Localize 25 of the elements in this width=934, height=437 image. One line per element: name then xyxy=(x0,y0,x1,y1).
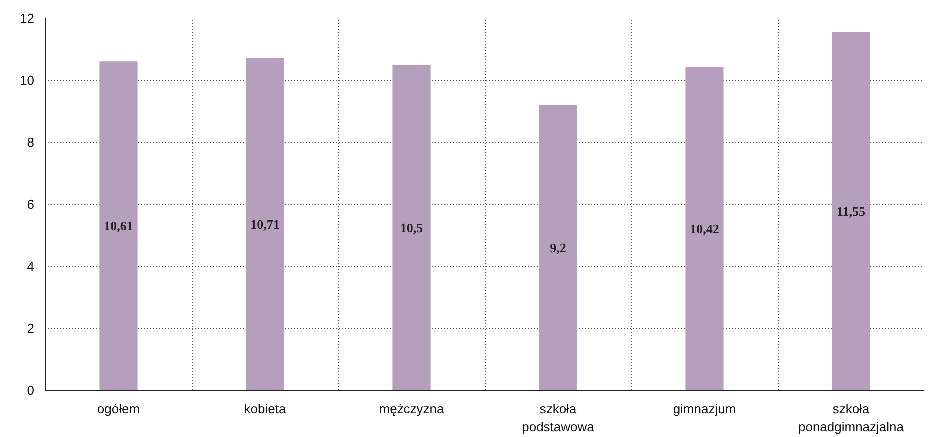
y-tick-label: 8 xyxy=(27,135,35,150)
x-tick-label: mężczyzna xyxy=(379,402,446,416)
data-label: 11,55 xyxy=(836,204,866,219)
y-tick-label: 2 xyxy=(27,321,35,336)
x-tick-label: ogółem xyxy=(97,402,140,416)
data-label: 10,5 xyxy=(400,220,424,236)
x-tick-label: szkoła podstawowa xyxy=(522,402,596,434)
bar xyxy=(686,67,724,390)
y-tick-label: 12 xyxy=(20,11,35,26)
bar xyxy=(832,32,870,390)
x-tick-label: szkoła ponadgimnazjalna xyxy=(798,402,905,434)
bar xyxy=(246,58,284,390)
bar xyxy=(539,105,578,390)
data-label: 10,42 xyxy=(690,221,720,236)
y-tick-label: 6 xyxy=(27,197,35,212)
y-tick-label: 10 xyxy=(20,73,35,88)
bar xyxy=(100,62,138,390)
data-label: 10,61 xyxy=(104,218,134,234)
x-tick-label: gimnazjum xyxy=(673,402,736,416)
data-label: 9,2 xyxy=(550,240,566,256)
x-tick-label: kobieta xyxy=(244,402,287,416)
data-label: 10,71 xyxy=(250,216,280,232)
y-tick-label: 4 xyxy=(27,259,35,274)
y-tick-label: 0 xyxy=(27,383,35,398)
bar xyxy=(392,65,431,390)
